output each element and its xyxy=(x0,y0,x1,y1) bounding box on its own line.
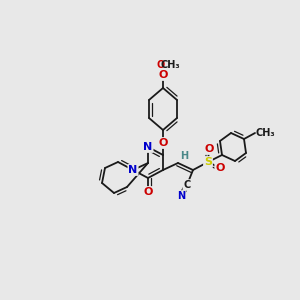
Text: O: O xyxy=(143,187,153,197)
Text: C: C xyxy=(183,180,190,190)
Text: O: O xyxy=(204,144,214,154)
Text: N: N xyxy=(177,191,185,201)
Text: CH₃: CH₃ xyxy=(255,128,274,138)
Text: N: N xyxy=(143,142,153,152)
Text: O: O xyxy=(158,70,168,80)
Text: O: O xyxy=(158,138,168,148)
Text: N: N xyxy=(128,165,138,175)
Text: O: O xyxy=(157,60,165,70)
Text: O: O xyxy=(215,163,225,173)
Text: CH₃: CH₃ xyxy=(160,60,180,70)
Text: H: H xyxy=(180,151,188,161)
Text: S: S xyxy=(204,157,212,167)
